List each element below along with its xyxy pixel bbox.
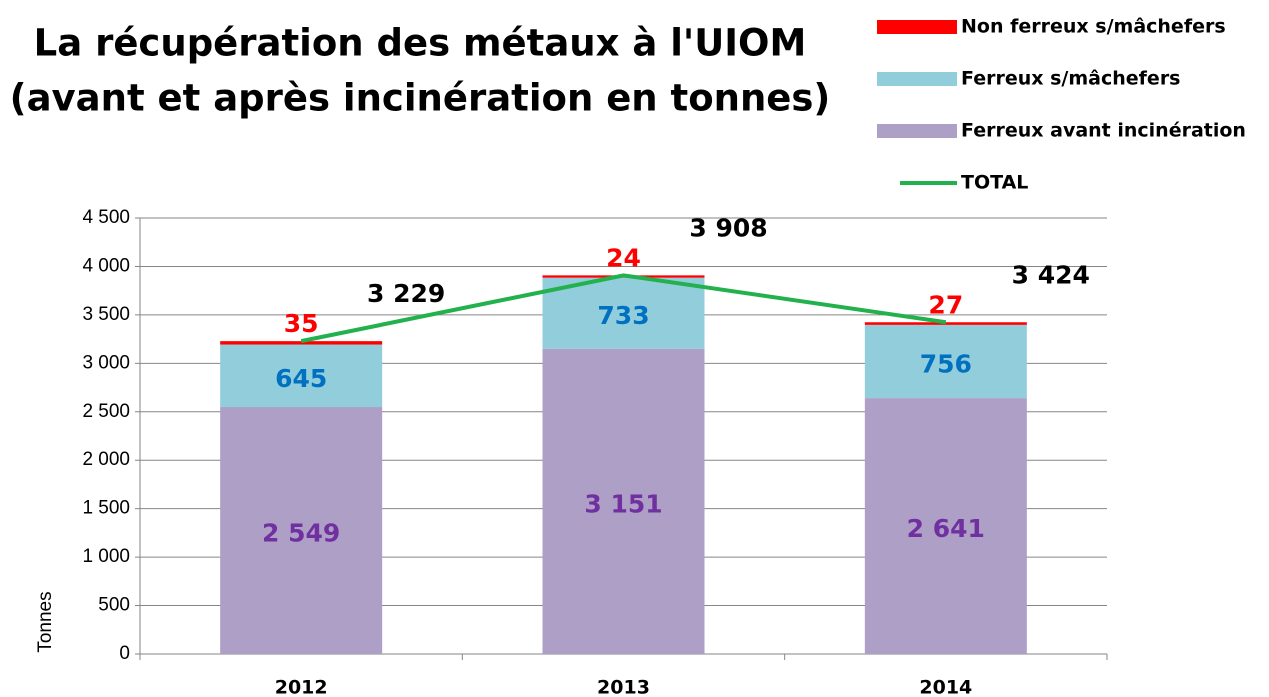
legend-label: Ferreux s/mâchefers: [961, 68, 1181, 90]
bar-segment: [864, 398, 1027, 654]
data-label: 733: [597, 301, 649, 330]
x-tick-label: 2013: [597, 677, 650, 697]
bar-segment: [864, 322, 1027, 325]
chart-title: (avant et après incinération en tonnes): [10, 77, 831, 120]
data-label: 27: [928, 290, 963, 319]
data-label: 2 641: [907, 514, 985, 543]
y-tick-label: 2 000: [82, 449, 130, 470]
y-tick-label: 2 500: [82, 401, 130, 422]
legend-swatch: [877, 20, 957, 34]
data-label: 756: [920, 349, 972, 378]
y-tick-label: 1 500: [82, 498, 130, 519]
bar-segment: [220, 344, 383, 408]
bar-segment: [542, 277, 705, 349]
legend-swatch: [877, 124, 957, 138]
x-tick-label: 2014: [919, 677, 972, 697]
legend-swatch: [877, 72, 957, 86]
y-tick-label: 4 000: [82, 255, 130, 276]
bar-segment: [542, 348, 705, 654]
data-label: 3 424: [1012, 260, 1090, 289]
y-tick-label: 1 000: [82, 546, 130, 567]
data-label: 645: [275, 364, 327, 393]
y-axis-label: Tonnes: [35, 591, 56, 652]
x-tick-label: 2012: [275, 677, 328, 697]
y-tick-label: 500: [98, 595, 130, 616]
bar-segment: [864, 324, 1027, 399]
y-tick-label: 0: [119, 643, 130, 664]
y-tick-label: 3 500: [82, 304, 130, 325]
bar-segment: [220, 341, 383, 345]
legend-label: TOTAL: [961, 172, 1028, 194]
legend-label: Ferreux avant incinération: [961, 120, 1246, 142]
legend-label: Non ferreux s/mâchefers: [961, 16, 1226, 38]
data-label: 2 549: [262, 519, 340, 548]
data-label: 24: [606, 243, 641, 272]
data-label: 3 908: [689, 213, 767, 242]
total-line: [300, 273, 947, 344]
chart-title: La récupération des métaux à l'UIOM: [34, 22, 807, 65]
data-label: 3 229: [367, 279, 445, 308]
data-label: 3 151: [584, 489, 662, 518]
y-tick-label: 4 500: [82, 207, 130, 228]
data-label: 35: [284, 309, 319, 338]
bar-segment: [220, 407, 383, 654]
y-tick-label: 3 000: [82, 352, 130, 373]
